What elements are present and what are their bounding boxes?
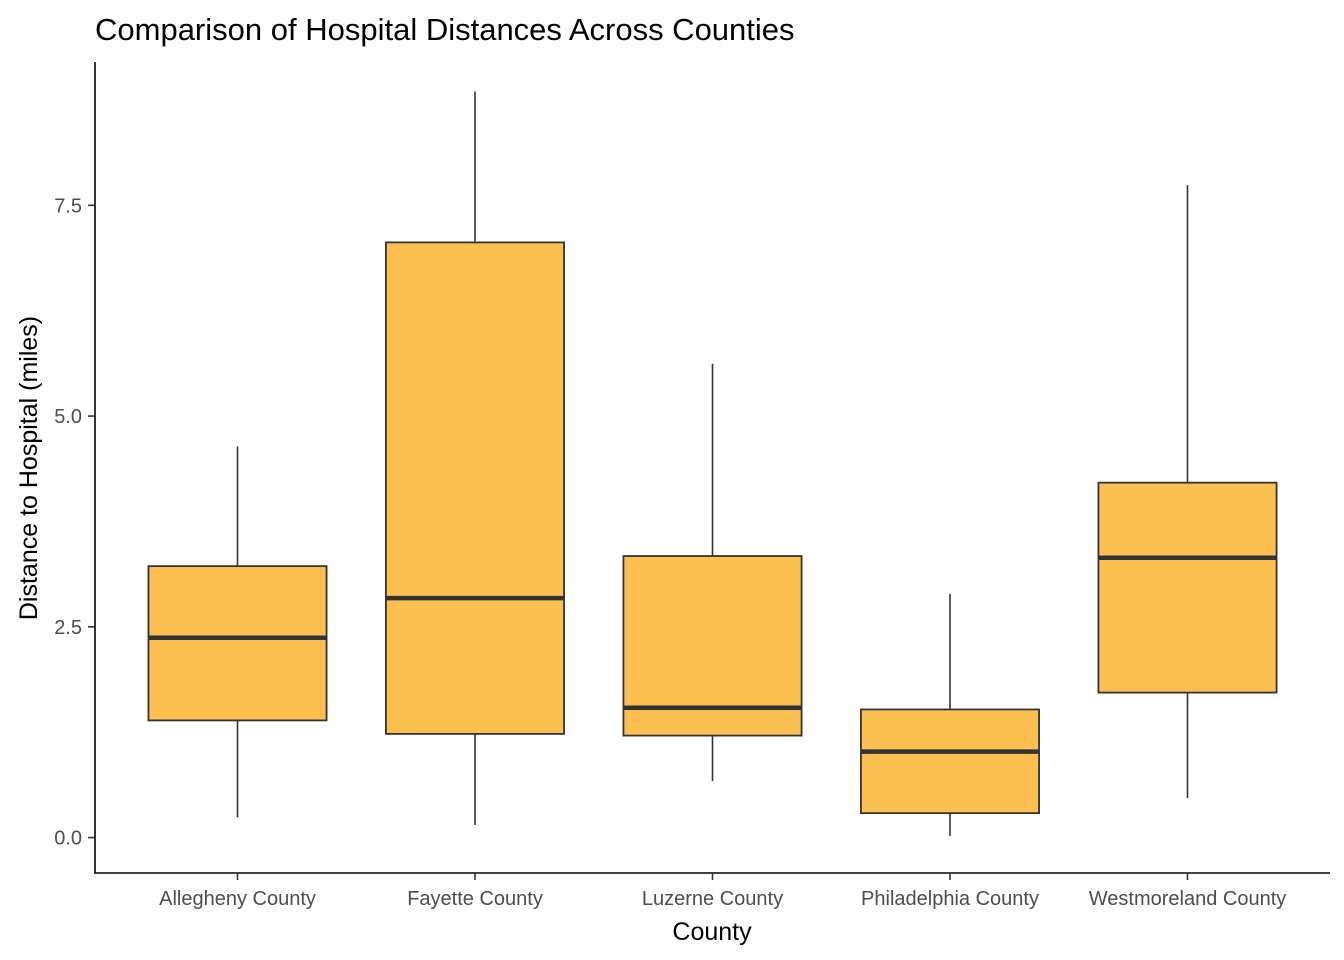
x-tick-label: Westmoreland County — [1089, 888, 1287, 910]
x-tick-label: Allegheny County — [159, 888, 316, 910]
x-axis-title: County — [672, 918, 752, 946]
chart-title: Comparison of Hospital Distances Across … — [95, 12, 795, 47]
x-ticks-layer: Allegheny County Fayette County Luzerne Co… — [159, 873, 1286, 910]
boxes-layer — [147, 91, 1278, 836]
box-group — [860, 593, 1040, 836]
iqr-box — [1097, 481, 1278, 694]
iqr-box — [147, 565, 328, 722]
y-tick-label: 2.5 — [54, 617, 82, 639]
box-group — [1097, 185, 1278, 798]
y-tick-label: 0.0 — [54, 828, 82, 850]
iqr-box — [860, 708, 1040, 815]
iqr-box — [385, 241, 565, 735]
box-group — [147, 446, 328, 818]
y-tick-label: 5.0 — [54, 406, 82, 428]
x-tick-label: Philadelphia County — [861, 888, 1039, 910]
box-group — [385, 91, 565, 825]
y-ticks-layer: 0.0 2.5 5.0 7.5 — [54, 195, 95, 850]
box-group — [622, 363, 803, 782]
x-tick-label: Luzerne County — [642, 888, 783, 910]
y-tick-label: 7.5 — [54, 195, 82, 217]
x-tick-label: Fayette County — [407, 888, 543, 910]
y-axis-title: Distance to Hospital (miles) — [15, 316, 43, 620]
